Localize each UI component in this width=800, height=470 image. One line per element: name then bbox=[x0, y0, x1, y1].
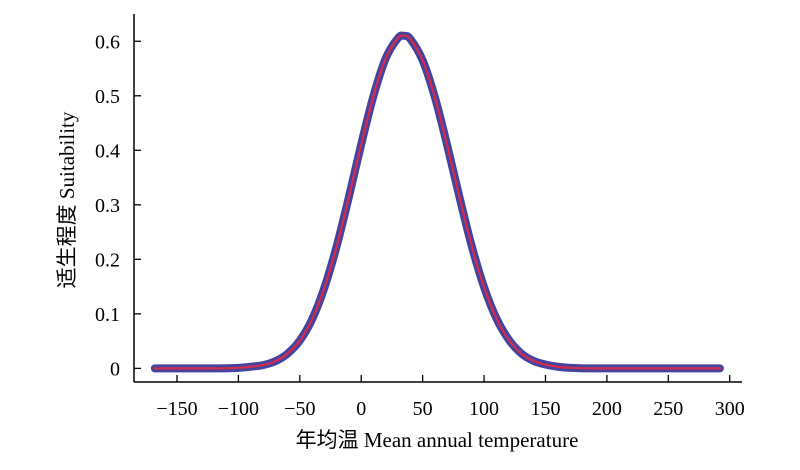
x-tick-label: 50 bbox=[413, 398, 433, 420]
x-axis-title: 年均温 Mean annual temperature bbox=[296, 428, 579, 452]
y-tick-label: 0.3 bbox=[95, 195, 120, 217]
y-ticks: 0 0.1 0.2 0.3 0.4 0.5 0.6 bbox=[95, 31, 141, 380]
y-tick-label: 0 bbox=[110, 358, 120, 380]
x-tick-label: −150 bbox=[156, 398, 197, 420]
x-tick-label: 300 bbox=[715, 398, 745, 420]
x-tick-label: 150 bbox=[530, 398, 560, 420]
y-tick-label: 0.4 bbox=[95, 140, 120, 162]
y-axis-title: 适生程度 Suitability bbox=[55, 111, 79, 288]
x-tick-label: 250 bbox=[653, 398, 683, 420]
y-tick-label: 0.1 bbox=[95, 304, 120, 326]
mean-curve-line bbox=[153, 34, 721, 370]
x-tick-label: −50 bbox=[284, 398, 315, 420]
axes bbox=[133, 14, 742, 383]
x-tick-label: 200 bbox=[592, 398, 622, 420]
plot-series bbox=[150, 31, 724, 373]
x-tick-label: 0 bbox=[356, 398, 366, 420]
x-ticks: −150 −100 −50 0 50 100 150 200 250 300 bbox=[156, 375, 745, 420]
y-tick-label: 0.6 bbox=[95, 31, 120, 53]
y-tick-label: 0.5 bbox=[95, 86, 120, 108]
x-tick-label: −100 bbox=[218, 398, 259, 420]
response-band-line bbox=[150, 31, 724, 373]
y-tick-label: 0.2 bbox=[95, 249, 120, 271]
x-tick-label: 100 bbox=[469, 398, 499, 420]
